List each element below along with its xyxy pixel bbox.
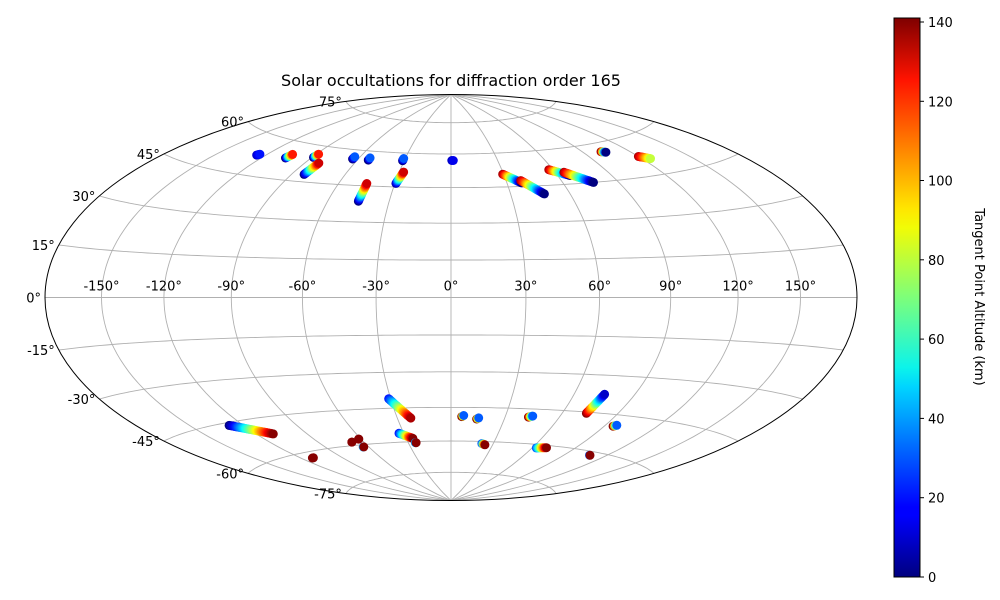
lat-tick-label: 60°	[221, 116, 244, 131]
occultation-point	[288, 149, 298, 159]
map-boundary	[44, 94, 858, 501]
lat-tick-label: 30°	[72, 190, 95, 205]
colorbar-tick-label: 80	[928, 254, 945, 269]
parallel-line	[163, 406, 739, 442]
lon-tick-label: -30°	[362, 280, 390, 295]
lon-tick-label: 90°	[659, 280, 682, 295]
colorbar-tick-label: 120	[928, 95, 953, 110]
occultation-point	[600, 389, 610, 399]
lat-tick-label: -75°	[314, 488, 342, 503]
occultation-point	[406, 413, 416, 423]
occultation-point	[646, 154, 655, 164]
occultation-point	[359, 442, 369, 452]
occultation-point	[474, 413, 484, 423]
colorbar-gradient	[893, 17, 921, 578]
colorbar-tick-label: 0	[928, 571, 936, 586]
latitude-tick-labels: 75° 60° 45° 30° 15° 0° -15° -30° -45° -60° -75°	[26, 95, 342, 502]
occultation-point	[314, 149, 324, 159]
lat-tick-label: -30°	[68, 393, 96, 408]
occultation-point	[542, 443, 551, 453]
parallel-line	[99, 195, 803, 224]
chart-title: Solar occultations for diffraction order…	[281, 71, 621, 90]
occultation-point	[308, 453, 318, 463]
occultation-point	[539, 189, 549, 199]
colorbar-tick-label: 60	[928, 333, 945, 348]
occultation-point	[528, 411, 538, 421]
occultation-point	[362, 179, 372, 188]
lon-tick-label: -60°	[289, 280, 317, 295]
occultation-point	[350, 152, 360, 162]
parallel-line	[99, 371, 803, 400]
occultation-points	[224, 147, 655, 463]
longitude-tick-labels: -150° -120° -90° -60° -30° 0° 30° 60° 90° 120° 150…	[83, 280, 816, 295]
colorbar-tick-label: 20	[928, 492, 945, 507]
lat-tick-label: 0°	[26, 292, 41, 307]
occultation-point	[585, 450, 595, 460]
parallel-line	[345, 101, 557, 124]
lon-tick-label: 120°	[722, 280, 753, 295]
parallel-line	[58, 244, 844, 261]
parallel-line	[163, 153, 739, 189]
colorbar-tick-label: 140	[928, 16, 953, 31]
lat-tick-label: -60°	[216, 467, 244, 482]
lon-tick-label: -150°	[83, 280, 119, 295]
occultation-point	[354, 434, 364, 444]
lon-tick-label: 150°	[785, 280, 816, 295]
lon-tick-label: 30°	[514, 280, 537, 295]
colorbar-label: Tangent Point Altitude (km)	[971, 207, 986, 385]
occultation-point	[399, 154, 409, 163]
occultation-point	[411, 438, 421, 448]
lon-tick-label: -90°	[217, 280, 245, 295]
lat-tick-label: 45°	[137, 148, 160, 163]
lat-tick-label: -15°	[27, 344, 55, 359]
occultation-point	[314, 158, 324, 168]
occultation-point	[480, 440, 490, 450]
map-gridlines	[45, 94, 857, 501]
parallel-line	[247, 440, 655, 474]
occultation-point	[255, 149, 265, 159]
lat-tick-label: 75°	[319, 95, 342, 110]
parallel-line	[247, 121, 655, 155]
colorbar-ticks: 0 20 40 60 80 100 120 140	[920, 16, 953, 586]
occultation-point	[365, 153, 375, 163]
parallel-line	[58, 334, 844, 351]
occultation-point	[612, 420, 622, 430]
occultation-point	[347, 437, 357, 447]
lon-tick-label: -120°	[146, 280, 182, 295]
colorbar: 0 20 40 60 80 100 120 140 Tangent Point Altitud…	[893, 16, 986, 586]
lon-tick-label: 0°	[444, 280, 459, 295]
lon-tick-label: 60°	[588, 280, 611, 295]
occultation-point	[459, 411, 469, 420]
colorbar-tick-label: 40	[928, 412, 945, 427]
lat-tick-label: 15°	[32, 239, 55, 254]
occultation-point	[268, 429, 278, 439]
occultation-point	[589, 177, 598, 187]
occultation-point	[448, 156, 458, 165]
parallel-line	[345, 471, 557, 494]
occultation-point	[399, 167, 409, 177]
lat-tick-label: -45°	[132, 435, 160, 450]
occultation-point	[601, 147, 611, 157]
colorbar-tick-label: 100	[928, 175, 953, 190]
